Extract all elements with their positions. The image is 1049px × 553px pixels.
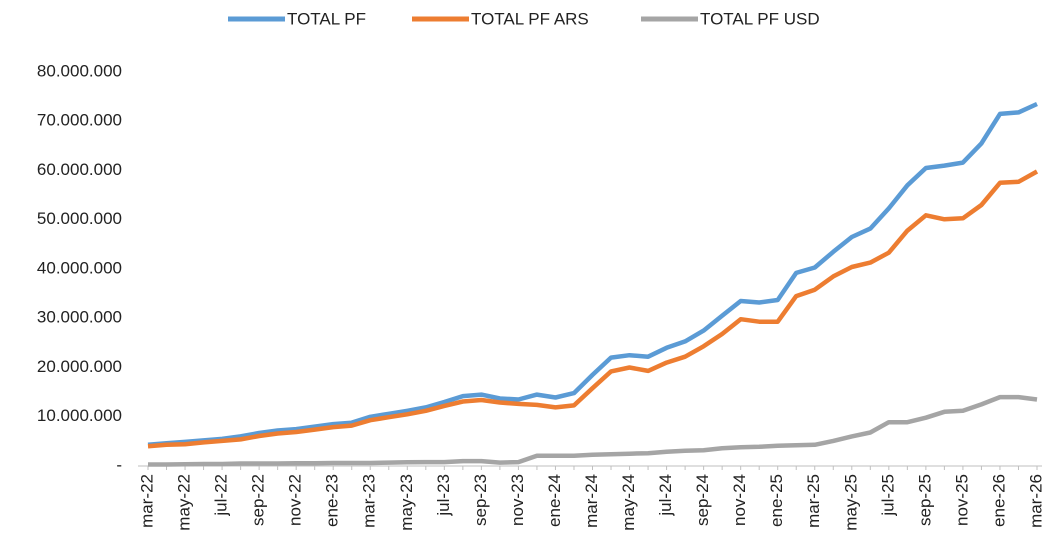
legend-label: TOTAL PF ARS <box>471 9 589 28</box>
x-tick-label: ene-26 <box>989 474 1008 527</box>
y-tick-label: 60.000.000 <box>37 160 122 179</box>
x-tick-label: sep-22 <box>249 474 268 526</box>
x-tick-label: nov-24 <box>730 474 749 526</box>
y-tick-label: 20.000.000 <box>37 357 122 376</box>
series-line <box>147 169 1039 449</box>
x-tick-label: ene-25 <box>767 474 786 527</box>
x-tick-label: may-22 <box>175 474 194 531</box>
x-tick-label: nov-23 <box>508 474 527 526</box>
y-tick-label: 40.000.000 <box>37 258 122 277</box>
legend-label: TOTAL PF USD <box>700 9 820 28</box>
legend-label: TOTAL PF <box>287 9 366 28</box>
y-tick-label: 70.000.000 <box>37 111 122 130</box>
x-tick-label: jul-23 <box>434 474 453 517</box>
y-tick-label: 10.000.000 <box>37 406 122 425</box>
x-tick-label: mar-25 <box>804 474 823 528</box>
x-tick-label: may-23 <box>397 474 416 531</box>
x-tick-label: ene-23 <box>323 474 342 527</box>
series-line <box>148 394 1038 467</box>
x-tick-label: ene-24 <box>545 474 564 527</box>
x-tick-label: jul-22 <box>212 474 231 517</box>
x-tick-label: may-25 <box>841 474 860 531</box>
x-tick-label: nov-25 <box>952 474 971 526</box>
y-tick-label: 30.000.000 <box>37 308 122 327</box>
y-tick-label: 80.000.000 <box>37 61 122 80</box>
x-tick-label: sep-25 <box>915 474 934 526</box>
x-tick-label: sep-23 <box>471 474 490 526</box>
x-tick-label: jul-25 <box>878 474 897 517</box>
y-tick-label: 50.000.000 <box>37 209 122 228</box>
x-tick-label: jul-24 <box>656 474 675 517</box>
x-tick-label: mar-23 <box>360 474 379 528</box>
x-tick-label: sep-24 <box>693 474 712 526</box>
x-tick-label: mar-22 <box>137 474 156 528</box>
series-line <box>147 101 1038 448</box>
x-tick-label: may-24 <box>619 474 638 531</box>
x-tick-label: nov-22 <box>286 474 305 526</box>
x-tick-label: mar-24 <box>582 474 601 528</box>
y-tick-label: - <box>116 455 122 474</box>
x-tick-label: mar-26 <box>1026 474 1045 528</box>
